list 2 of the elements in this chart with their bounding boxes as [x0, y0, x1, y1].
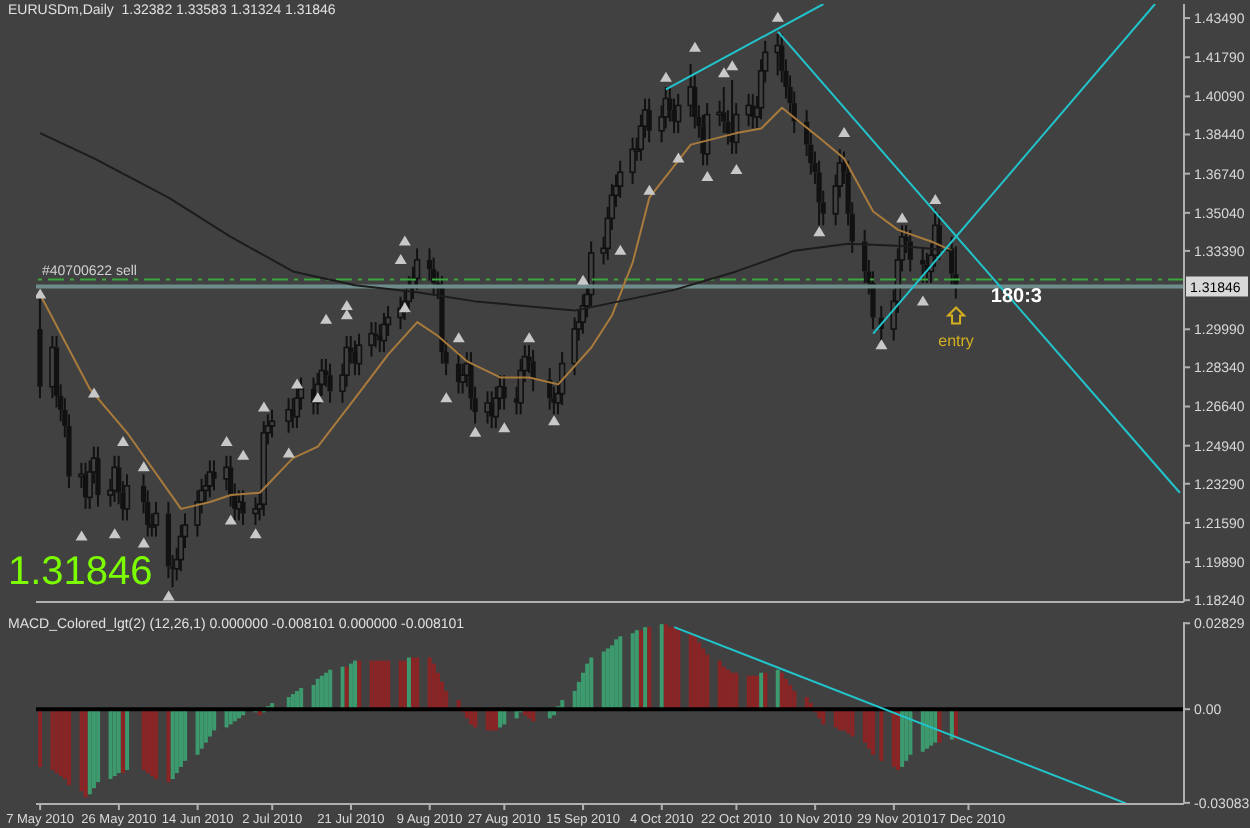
annotation: entry — [938, 331, 974, 350]
annotation: 1.31846 — [8, 550, 153, 596]
